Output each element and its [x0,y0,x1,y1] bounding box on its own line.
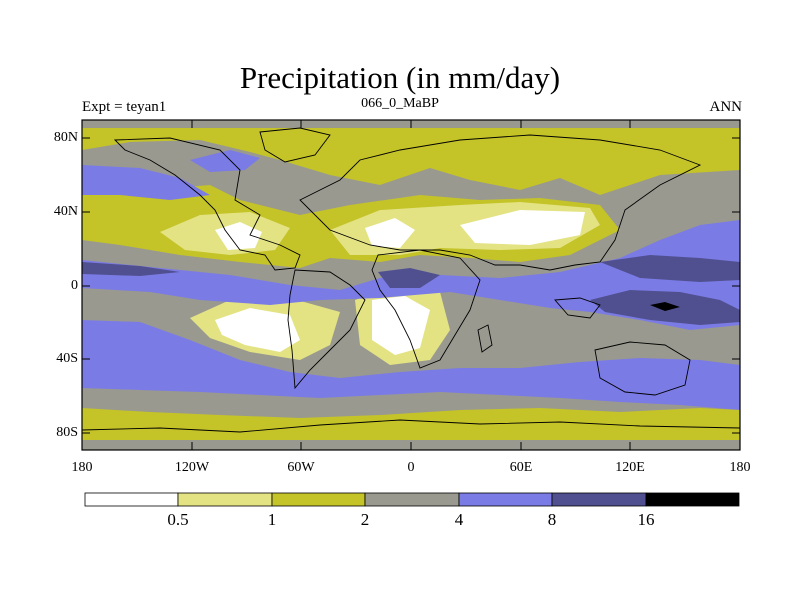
plot-title: Precipitation (in mm/day) [239,60,561,95]
colorbar-label-0: 0.5 [167,510,189,529]
lon-label-180e: 180 [729,460,751,475]
field-white-2 [365,218,415,248]
lat-label-0: 0 [71,278,78,293]
field-dark-atlantic [82,262,180,276]
field-blue-southwest [82,330,170,375]
field-blue-south [82,320,740,410]
field-blue-equator [82,220,740,330]
field-white-3 [460,210,585,245]
field-white-5 [372,296,430,355]
field-south-band [82,408,740,440]
colorbar-label-4: 8 [547,510,557,529]
field-dark-africa [378,268,440,288]
lon-label-180w: 180 [71,460,93,475]
colorbar-box-5 [551,492,647,507]
colorbar-label-1: 1 [267,510,277,529]
colorbar-box-4 [458,492,553,507]
lat-label-40s: 40S [56,351,78,366]
coast-north-america [113,137,301,271]
field-blue-north-1 [82,165,210,200]
coast-africa [371,249,481,369]
colorbar-label-3: 4 [454,510,464,529]
time-label: 066_0_MaBP [361,96,439,111]
map-field [82,120,740,450]
lat-label-80n: 80N [53,130,78,145]
colorbar-label-2: 2 [360,510,370,529]
coastlines [82,127,740,433]
colorbar-box-6 [645,492,740,507]
coast-eurasia [299,134,702,271]
experiment-label: Expt = teyan1 [82,99,167,115]
field-white-4 [215,308,300,352]
lon-label-0: 0 [407,460,415,475]
coast-greenland [259,127,331,163]
coast-indonesia [554,297,601,319]
field-blue-north-2 [190,150,260,172]
coast-australia [594,341,691,396]
colorbar-label-5: 16 [637,510,655,529]
lon-label-120e: 120E [615,460,645,475]
colorbar-box-2 [271,492,366,507]
coast-south-america [287,269,366,390]
colorbar [84,492,740,507]
colorbar-box-3 [364,492,460,507]
lat-label-40n: 40N [53,204,78,219]
field-white-1 [215,222,262,250]
colorbar-box-0 [84,492,179,507]
season-label: ANN [709,99,743,115]
lon-label-120w: 120W [174,460,210,475]
coast-madagascar [477,324,493,353]
field-max-pacific [650,302,680,311]
colorbar-box-1 [177,492,273,507]
field-dark-band [600,255,740,282]
axis-ticks [81,120,741,450]
coast-antarctica [82,419,740,433]
lon-label-60w: 60W [287,460,315,475]
lon-label-60e: 60E [509,460,533,475]
field-north-band [82,128,740,195]
lat-label-80s: 80S [56,425,78,440]
